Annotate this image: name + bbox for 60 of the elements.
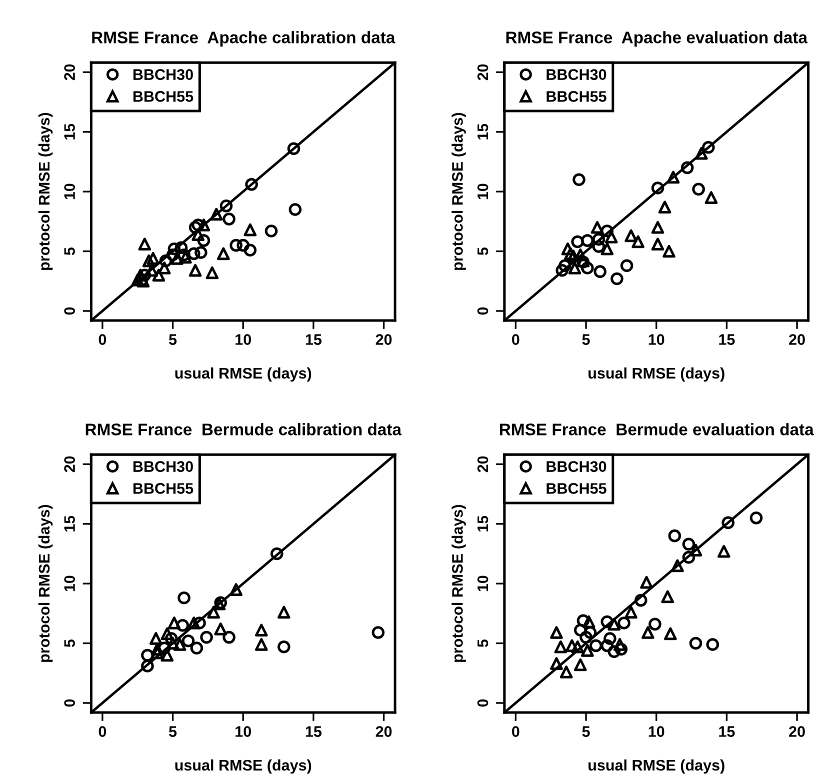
x-tick-label: 0 <box>512 726 520 737</box>
y-tick-label: 20 <box>477 64 488 80</box>
x-tick-label: 5 <box>169 334 177 345</box>
x-axis-title: usual RMSE (days) <box>588 759 724 774</box>
x-tick-label: 20 <box>789 726 805 737</box>
x-tick-label: 10 <box>648 726 664 737</box>
y-tick-label: 0 <box>477 307 488 315</box>
legend-label: BBCH55 <box>546 483 606 494</box>
y-tick-label: 0 <box>477 699 488 707</box>
x-tick-label: 15 <box>306 726 322 737</box>
y-axis-title: protocol RMSE (days) <box>452 112 466 270</box>
x-tick-label: 20 <box>789 334 805 345</box>
y-tick-label: 15 <box>478 124 488 140</box>
y-tick-label: 20 <box>64 456 75 472</box>
x-tick-label: 5 <box>582 726 590 737</box>
x-tick-label: 15 <box>719 726 735 737</box>
x-tick-label: 15 <box>719 334 735 345</box>
x-tick-label: 5 <box>582 334 590 345</box>
y-tick-label: 10 <box>64 184 75 200</box>
x-tick-label: 10 <box>236 726 251 737</box>
y-tick-label: 20 <box>64 64 75 80</box>
y-tick-label: 0 <box>64 307 75 315</box>
chart-title: RMSE France Bermude evaluation data <box>500 423 814 436</box>
y-tick-label: 15 <box>64 124 75 140</box>
legend-label: BBCH30 <box>546 461 606 472</box>
legend-label: BBCH55 <box>133 91 194 102</box>
chart-title: RMSE France Bermude calibration data <box>86 423 402 436</box>
y-tick-label: 20 <box>477 456 488 472</box>
legend-label: BBCH30 <box>546 69 606 80</box>
legend-label: BBCH30 <box>133 461 193 472</box>
chart-title: RMSE France Apache calibration data <box>92 31 396 47</box>
x-tick-label: 0 <box>98 726 106 737</box>
y-tick-label: 5 <box>478 247 488 256</box>
y-tick-label: 15 <box>64 516 75 532</box>
y-tick-label: 10 <box>477 184 488 200</box>
x-tick-label: 10 <box>648 334 664 345</box>
y-axis-title: protocol RMSE (days) <box>38 504 53 662</box>
y-tick-label: 15 <box>478 516 488 532</box>
x-tick-label: 15 <box>306 334 322 345</box>
x-tick-label: 5 <box>169 726 177 737</box>
x-axis-title: usual RMSE (days) <box>588 367 724 382</box>
legend-label: BBCH55 <box>133 483 194 494</box>
legend-label: BBCH55 <box>546 91 606 102</box>
x-tick-label: 0 <box>512 334 520 345</box>
y-tick-label: 0 <box>64 699 75 707</box>
x-tick-label: 20 <box>376 334 392 345</box>
x-tick-label: 0 <box>98 334 106 345</box>
y-tick-label: 10 <box>477 576 488 592</box>
y-tick-label: 5 <box>478 639 488 648</box>
legend-label: BBCH30 <box>133 69 193 80</box>
y-tick-label: 5 <box>64 247 75 256</box>
x-tick-label: 10 <box>236 334 251 345</box>
y-axis-title: protocol RMSE (days) <box>38 112 53 270</box>
x-axis-title: usual RMSE (days) <box>175 759 312 774</box>
y-tick-label: 5 <box>64 639 75 648</box>
y-axis-title: protocol RMSE (days) <box>452 504 466 662</box>
x-tick-label: 20 <box>376 726 392 737</box>
x-axis-title: usual RMSE (days) <box>175 367 312 382</box>
y-tick-label: 10 <box>64 576 75 592</box>
chart-title: RMSE France Apache evaluation data <box>506 31 808 47</box>
